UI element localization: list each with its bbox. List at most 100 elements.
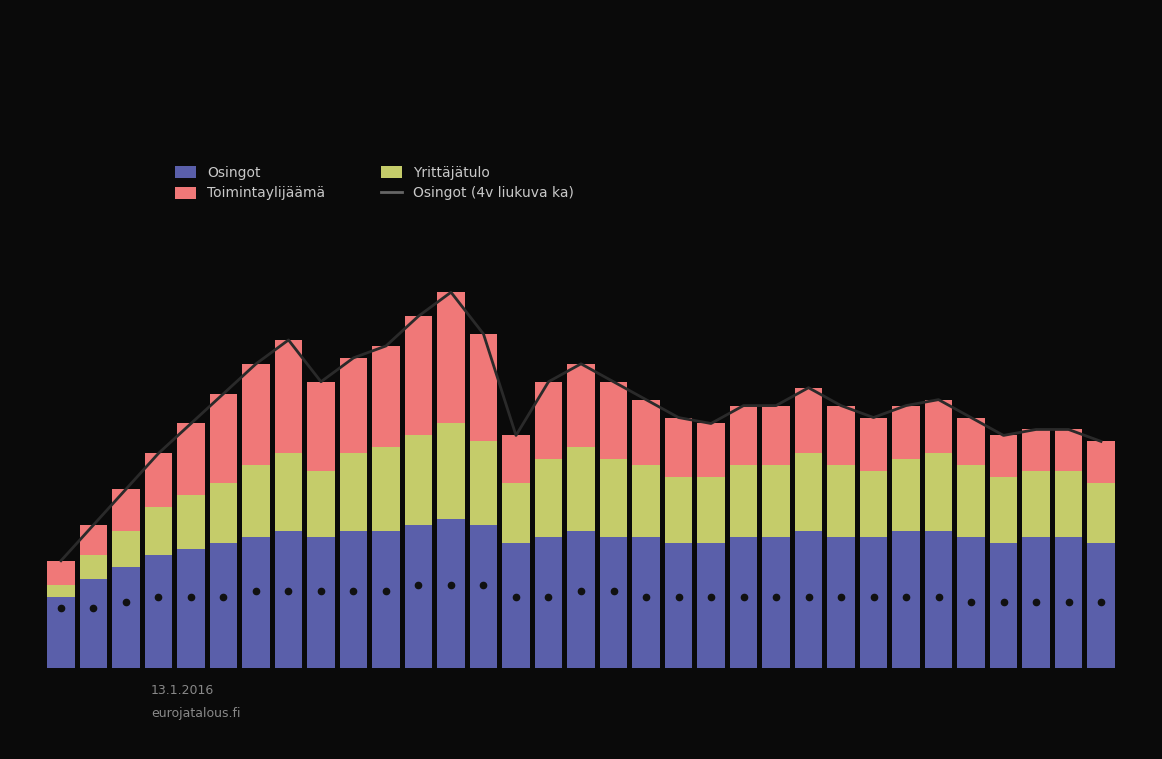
Bar — [730, 465, 758, 537]
Bar — [535, 537, 562, 668]
Bar — [437, 292, 465, 424]
Bar — [80, 578, 107, 668]
Bar — [404, 525, 432, 668]
Bar — [209, 483, 237, 543]
Bar — [535, 459, 562, 537]
Bar — [632, 400, 660, 465]
Bar — [665, 477, 693, 543]
Bar — [339, 357, 367, 453]
Bar — [502, 483, 530, 543]
Bar — [892, 459, 920, 531]
Bar — [632, 465, 660, 537]
Bar — [957, 465, 985, 537]
Bar — [469, 525, 497, 668]
Bar — [990, 477, 1017, 543]
Bar — [48, 561, 74, 584]
Bar — [372, 447, 400, 531]
Bar — [437, 424, 465, 519]
Bar — [469, 442, 497, 525]
Bar — [339, 531, 367, 668]
Bar — [860, 537, 888, 668]
Bar — [762, 405, 790, 465]
Bar — [242, 465, 270, 537]
Bar — [957, 417, 985, 465]
Bar — [469, 334, 497, 442]
Bar — [730, 537, 758, 668]
Bar — [697, 477, 725, 543]
Bar — [1088, 483, 1114, 543]
Bar — [957, 537, 985, 668]
Bar — [1088, 442, 1114, 483]
Bar — [145, 507, 172, 555]
Bar — [502, 436, 530, 483]
Bar — [697, 424, 725, 477]
Bar — [307, 382, 335, 471]
Bar — [437, 519, 465, 668]
Bar — [1088, 543, 1114, 668]
Bar — [113, 489, 139, 531]
Bar — [1023, 471, 1049, 537]
Bar — [860, 471, 888, 537]
Bar — [242, 364, 270, 465]
Bar — [795, 388, 823, 453]
Bar — [600, 382, 627, 459]
Bar — [1055, 471, 1082, 537]
Bar — [925, 531, 953, 668]
Bar — [177, 424, 205, 495]
Bar — [762, 537, 790, 668]
Bar — [762, 465, 790, 537]
Bar — [697, 543, 725, 668]
Bar — [892, 405, 920, 459]
Bar — [48, 597, 74, 668]
Bar — [502, 543, 530, 668]
Bar — [665, 417, 693, 477]
Bar — [827, 537, 855, 668]
Bar — [113, 567, 139, 668]
Legend: Osingot, Toimintaylijäämä, Yrittäjätulo, Osingot (4v liukuva ka): Osingot, Toimintaylijäämä, Yrittäjätulo,… — [175, 165, 574, 200]
Bar — [1055, 537, 1082, 668]
Bar — [860, 417, 888, 471]
Bar — [177, 549, 205, 668]
Bar — [209, 394, 237, 483]
Bar — [404, 316, 432, 436]
Bar — [1023, 537, 1049, 668]
Bar — [600, 537, 627, 668]
Bar — [600, 459, 627, 537]
Bar — [827, 405, 855, 465]
Text: 13.1.2016: 13.1.2016 — [151, 685, 214, 698]
Bar — [632, 537, 660, 668]
Bar — [1023, 430, 1049, 471]
Bar — [80, 555, 107, 578]
Bar — [892, 531, 920, 668]
Bar — [372, 531, 400, 668]
Bar — [177, 495, 205, 549]
Bar — [274, 531, 302, 668]
Bar — [827, 465, 855, 537]
Bar — [567, 447, 595, 531]
Bar — [145, 555, 172, 668]
Bar — [665, 543, 693, 668]
Bar — [567, 364, 595, 447]
Bar — [795, 531, 823, 668]
Bar — [730, 405, 758, 465]
Bar — [339, 453, 367, 531]
Bar — [48, 584, 74, 597]
Bar — [113, 531, 139, 567]
Bar — [209, 543, 237, 668]
Bar — [274, 453, 302, 531]
Bar — [274, 340, 302, 453]
Bar — [535, 382, 562, 459]
Bar — [567, 531, 595, 668]
Bar — [925, 453, 953, 531]
Bar — [404, 436, 432, 525]
Bar — [80, 525, 107, 555]
Bar — [990, 543, 1017, 668]
Bar — [307, 471, 335, 537]
Bar — [1055, 430, 1082, 471]
Bar — [372, 346, 400, 447]
Bar — [925, 400, 953, 453]
Bar — [145, 453, 172, 507]
Bar — [307, 537, 335, 668]
Bar — [242, 537, 270, 668]
Text: eurojatalous.fi: eurojatalous.fi — [151, 707, 241, 720]
